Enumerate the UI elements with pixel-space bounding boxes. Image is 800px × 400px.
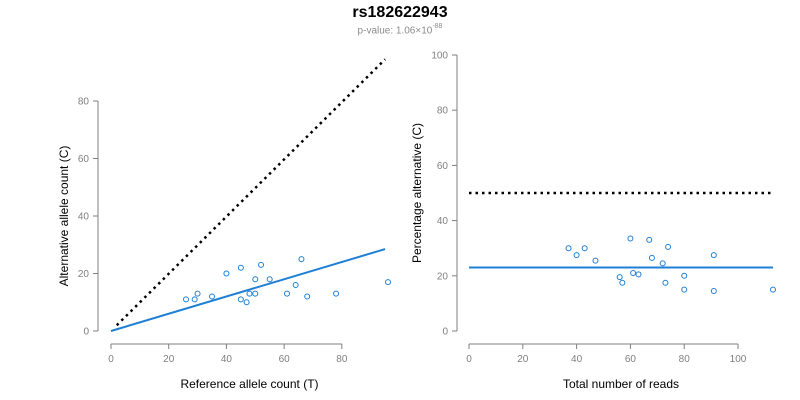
y-tick-label: 40 [78, 212, 90, 223]
data-point [770, 286, 776, 293]
data-point [183, 296, 190, 303]
data-point [208, 293, 215, 300]
data-point [581, 245, 588, 252]
data-point [710, 252, 717, 259]
reference-line [115, 58, 386, 327]
x-tick-label: 0 [108, 354, 114, 365]
data-point [681, 272, 688, 279]
data-point [710, 287, 717, 294]
data-point [298, 256, 305, 263]
y-tick-label: 60 [78, 154, 90, 165]
data-point [665, 243, 672, 250]
left-scatter-plot: 0 20 40 60 80 0 20 40 60 80 Reference allele count… [57, 58, 391, 391]
data-point [635, 271, 642, 278]
data-point [237, 264, 244, 271]
data-point [648, 254, 655, 261]
y-tick-label: 0 [442, 327, 448, 338]
pvalue-subtitle: p-value: 1.06×10-88 [0, 23, 800, 37]
fit-line [110, 248, 386, 332]
data-point [616, 274, 623, 281]
data-point [304, 293, 311, 300]
data-point [630, 270, 637, 277]
x-axis-title: Reference allele count (T) [180, 377, 318, 391]
data-point [385, 279, 391, 286]
x-tick-label: 40 [571, 354, 583, 365]
y-tick-label: 80 [78, 97, 90, 108]
data-point [266, 276, 273, 283]
x-tick-label: 100 [730, 354, 747, 365]
x-tick-label: 20 [517, 354, 529, 365]
data-point [292, 282, 299, 288]
data-point [565, 245, 572, 252]
y-tick-label: 80 [437, 106, 449, 117]
x-tick-label: 40 [221, 354, 233, 365]
right-scatter-plot: 0 20 40 60 80 100 0 20 40 60 80 100 Total number of … [410, 51, 776, 391]
x-axis-title: Total number of reads [563, 377, 679, 391]
data-point [333, 290, 340, 297]
data-point [237, 296, 244, 303]
y-tick-label: 60 [437, 161, 449, 172]
data-point [592, 257, 599, 264]
y-tick-label: 100 [431, 51, 448, 62]
data-point [284, 290, 291, 297]
x-tick-label: 80 [679, 354, 691, 365]
x-tick-label: 60 [625, 354, 637, 365]
data-point [243, 299, 250, 306]
data-point [662, 279, 669, 286]
pvalue-text: p-value: 1.06×10 [357, 25, 433, 37]
data-point [627, 235, 634, 242]
y-tick-label: 20 [437, 271, 449, 282]
data-point [659, 260, 666, 267]
y-axis-title: Percentage alternative (C) [410, 123, 424, 263]
data-point [258, 261, 265, 268]
data-point [246, 290, 253, 297]
data-point [252, 276, 259, 283]
y-tick-label: 20 [78, 269, 90, 280]
data-point [681, 286, 688, 293]
y-tick-label: 0 [83, 327, 89, 338]
chart-title: rs182622943 [352, 4, 448, 21]
x-tick-label: 60 [279, 354, 291, 365]
x-tick-label: 0 [466, 354, 472, 365]
data-point [191, 296, 198, 303]
y-axis-title: Alternative allele count (C) [57, 146, 71, 287]
data-point [573, 252, 580, 259]
data-point [646, 236, 653, 243]
x-tick-label: 20 [163, 354, 175, 365]
y-tick-label: 40 [437, 216, 449, 227]
data-point [252, 290, 259, 297]
x-tick-label: 80 [336, 354, 348, 365]
data-point [194, 290, 201, 297]
pvalue-exponent: -88 [432, 23, 443, 30]
data-point [619, 279, 626, 286]
data-point [223, 270, 230, 277]
